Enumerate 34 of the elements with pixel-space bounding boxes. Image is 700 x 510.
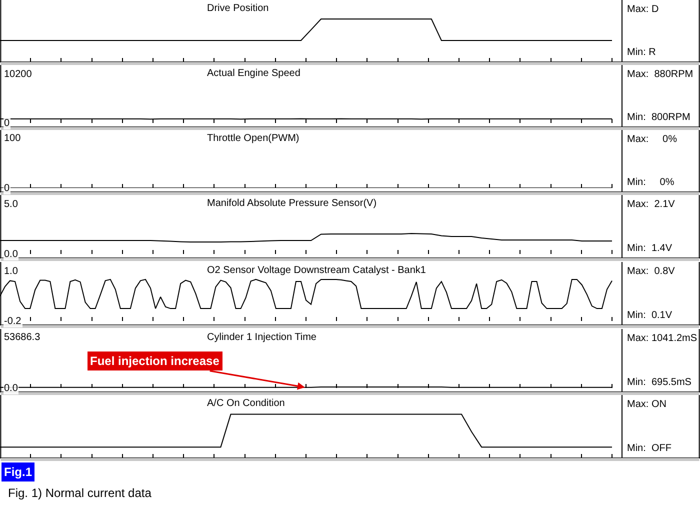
y-tick-label: 0: [4, 118, 10, 129]
y-tick-label: 0.0: [4, 249, 18, 260]
chart-title: Actual Engine Speed: [207, 68, 300, 79]
text: Max: 0.8V: [627, 266, 676, 277]
text: Min: 800RPM: [627, 112, 690, 123]
annotation: Fuel injection increase: [90, 354, 220, 368]
text: Min: 0%: [627, 177, 674, 188]
chart-title: Drive Position: [207, 3, 269, 14]
chart-title: Throttle Open(PWM): [207, 133, 300, 144]
y-tick-label: 1.0: [4, 266, 18, 277]
text: Max: 0%: [627, 134, 678, 145]
text: Min: 1.4V: [627, 243, 672, 254]
y-tick-label: 0: [4, 183, 10, 194]
y-tick-label: 0.0: [4, 383, 18, 394]
caption: Fig. 1) Normal current data: [8, 486, 152, 500]
chart-title: O2 Sensor Voltage Downstream Catalyst - Bank1: [207, 265, 426, 276]
y-tick-label: 100: [4, 133, 22, 144]
caption: Fig.1: [4, 465, 32, 479]
text: Max: D: [627, 4, 659, 15]
text: Min: OFF: [627, 443, 672, 454]
chart-title: Cylinder 1 Injection Time: [207, 332, 317, 343]
text: Min: 0.1V: [627, 310, 672, 321]
y-tick-label: 10200: [4, 69, 32, 80]
y-tick-label: -0.2: [4, 316, 22, 327]
y-tick-label: 53686.3: [4, 332, 41, 343]
text: Max: ON: [627, 399, 666, 410]
text: Min: 695.5mS: [627, 377, 692, 388]
text: Min: R: [627, 47, 656, 58]
text: Max: 1041.2mS: [627, 333, 698, 344]
y-tick-label: 5.0: [4, 199, 18, 210]
chart-title: A/C On Condition: [207, 398, 285, 409]
text: Max: 880RPM: [627, 69, 694, 80]
text: Max: 2.1V: [627, 199, 676, 210]
chart-title: Manifold Absolute Pressure Sensor(V): [207, 198, 377, 209]
